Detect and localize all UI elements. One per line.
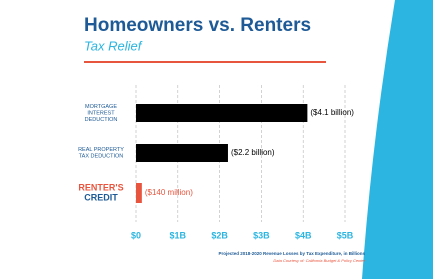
source: Data Courtesy of: California Budget & Po… (273, 258, 365, 263)
bar (136, 144, 228, 162)
category-label: INTEREST (87, 110, 115, 116)
footnote: Projected 2018-2020 Revenue Losses by Ta… (219, 251, 366, 256)
category-label: REAL PROPERTY (78, 147, 124, 153)
x-tick-label: $1B (170, 230, 187, 240)
x-tick-label: $3B (253, 230, 270, 240)
side-decoration (362, 0, 433, 279)
chart-title: Homeowners vs. Renters (84, 15, 311, 36)
chart-subtitle: Tax Relief (84, 38, 143, 53)
x-tick-label: $0 (131, 230, 141, 240)
bar (136, 183, 142, 203)
value-label: ($2.2 billion) (231, 148, 275, 157)
category-label: RENTER'S (78, 182, 123, 192)
value-label: ($4.1 billion) (310, 108, 354, 117)
x-tick-label: $2B (211, 230, 228, 240)
category-label: DEDUCTION (85, 117, 118, 123)
x-tick-label: $5B (337, 230, 354, 240)
category-label: MORTGAGE (85, 104, 117, 110)
value-label: ($140 million) (145, 188, 193, 197)
bar (136, 104, 308, 122)
x-tick-label: $4B (295, 230, 312, 240)
category-label: TAX DEDUCTION (79, 154, 124, 160)
category-label: CREDIT (84, 192, 118, 202)
